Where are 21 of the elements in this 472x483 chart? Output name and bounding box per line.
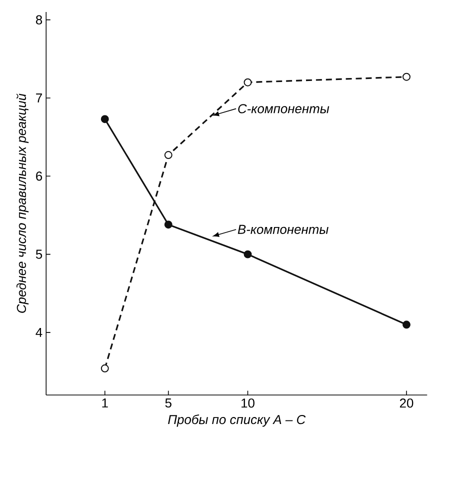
point [100,115,109,124]
y-tick-label: 8 [36,15,42,24]
x-tick-label: 20 [400,398,414,408]
point [402,320,410,329]
series-label: B-компоненты [238,224,328,234]
point [402,72,410,81]
x-tick-label: 10 [242,398,254,408]
point [164,151,172,160]
y-tick-label: 5 [36,250,42,259]
series-label: C-компоненты [238,104,330,114]
x-tick-label: 5 [165,398,172,408]
point [100,364,109,372]
x-axis-title: Пробы по списку А – С [168,414,306,427]
x-tick-label: 1 [102,398,108,408]
y-tick-label: 4 [36,328,42,337]
y-axis-title: Среднее число правильных реакций [16,94,29,313]
y-tick-label: 7 [36,94,42,102]
point [244,78,252,86]
y-tick-label: 6 [36,172,42,181]
point [164,220,172,229]
point [244,250,252,258]
